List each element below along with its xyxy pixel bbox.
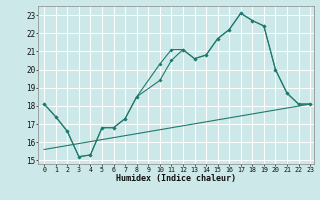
X-axis label: Humidex (Indice chaleur): Humidex (Indice chaleur): [116, 174, 236, 183]
